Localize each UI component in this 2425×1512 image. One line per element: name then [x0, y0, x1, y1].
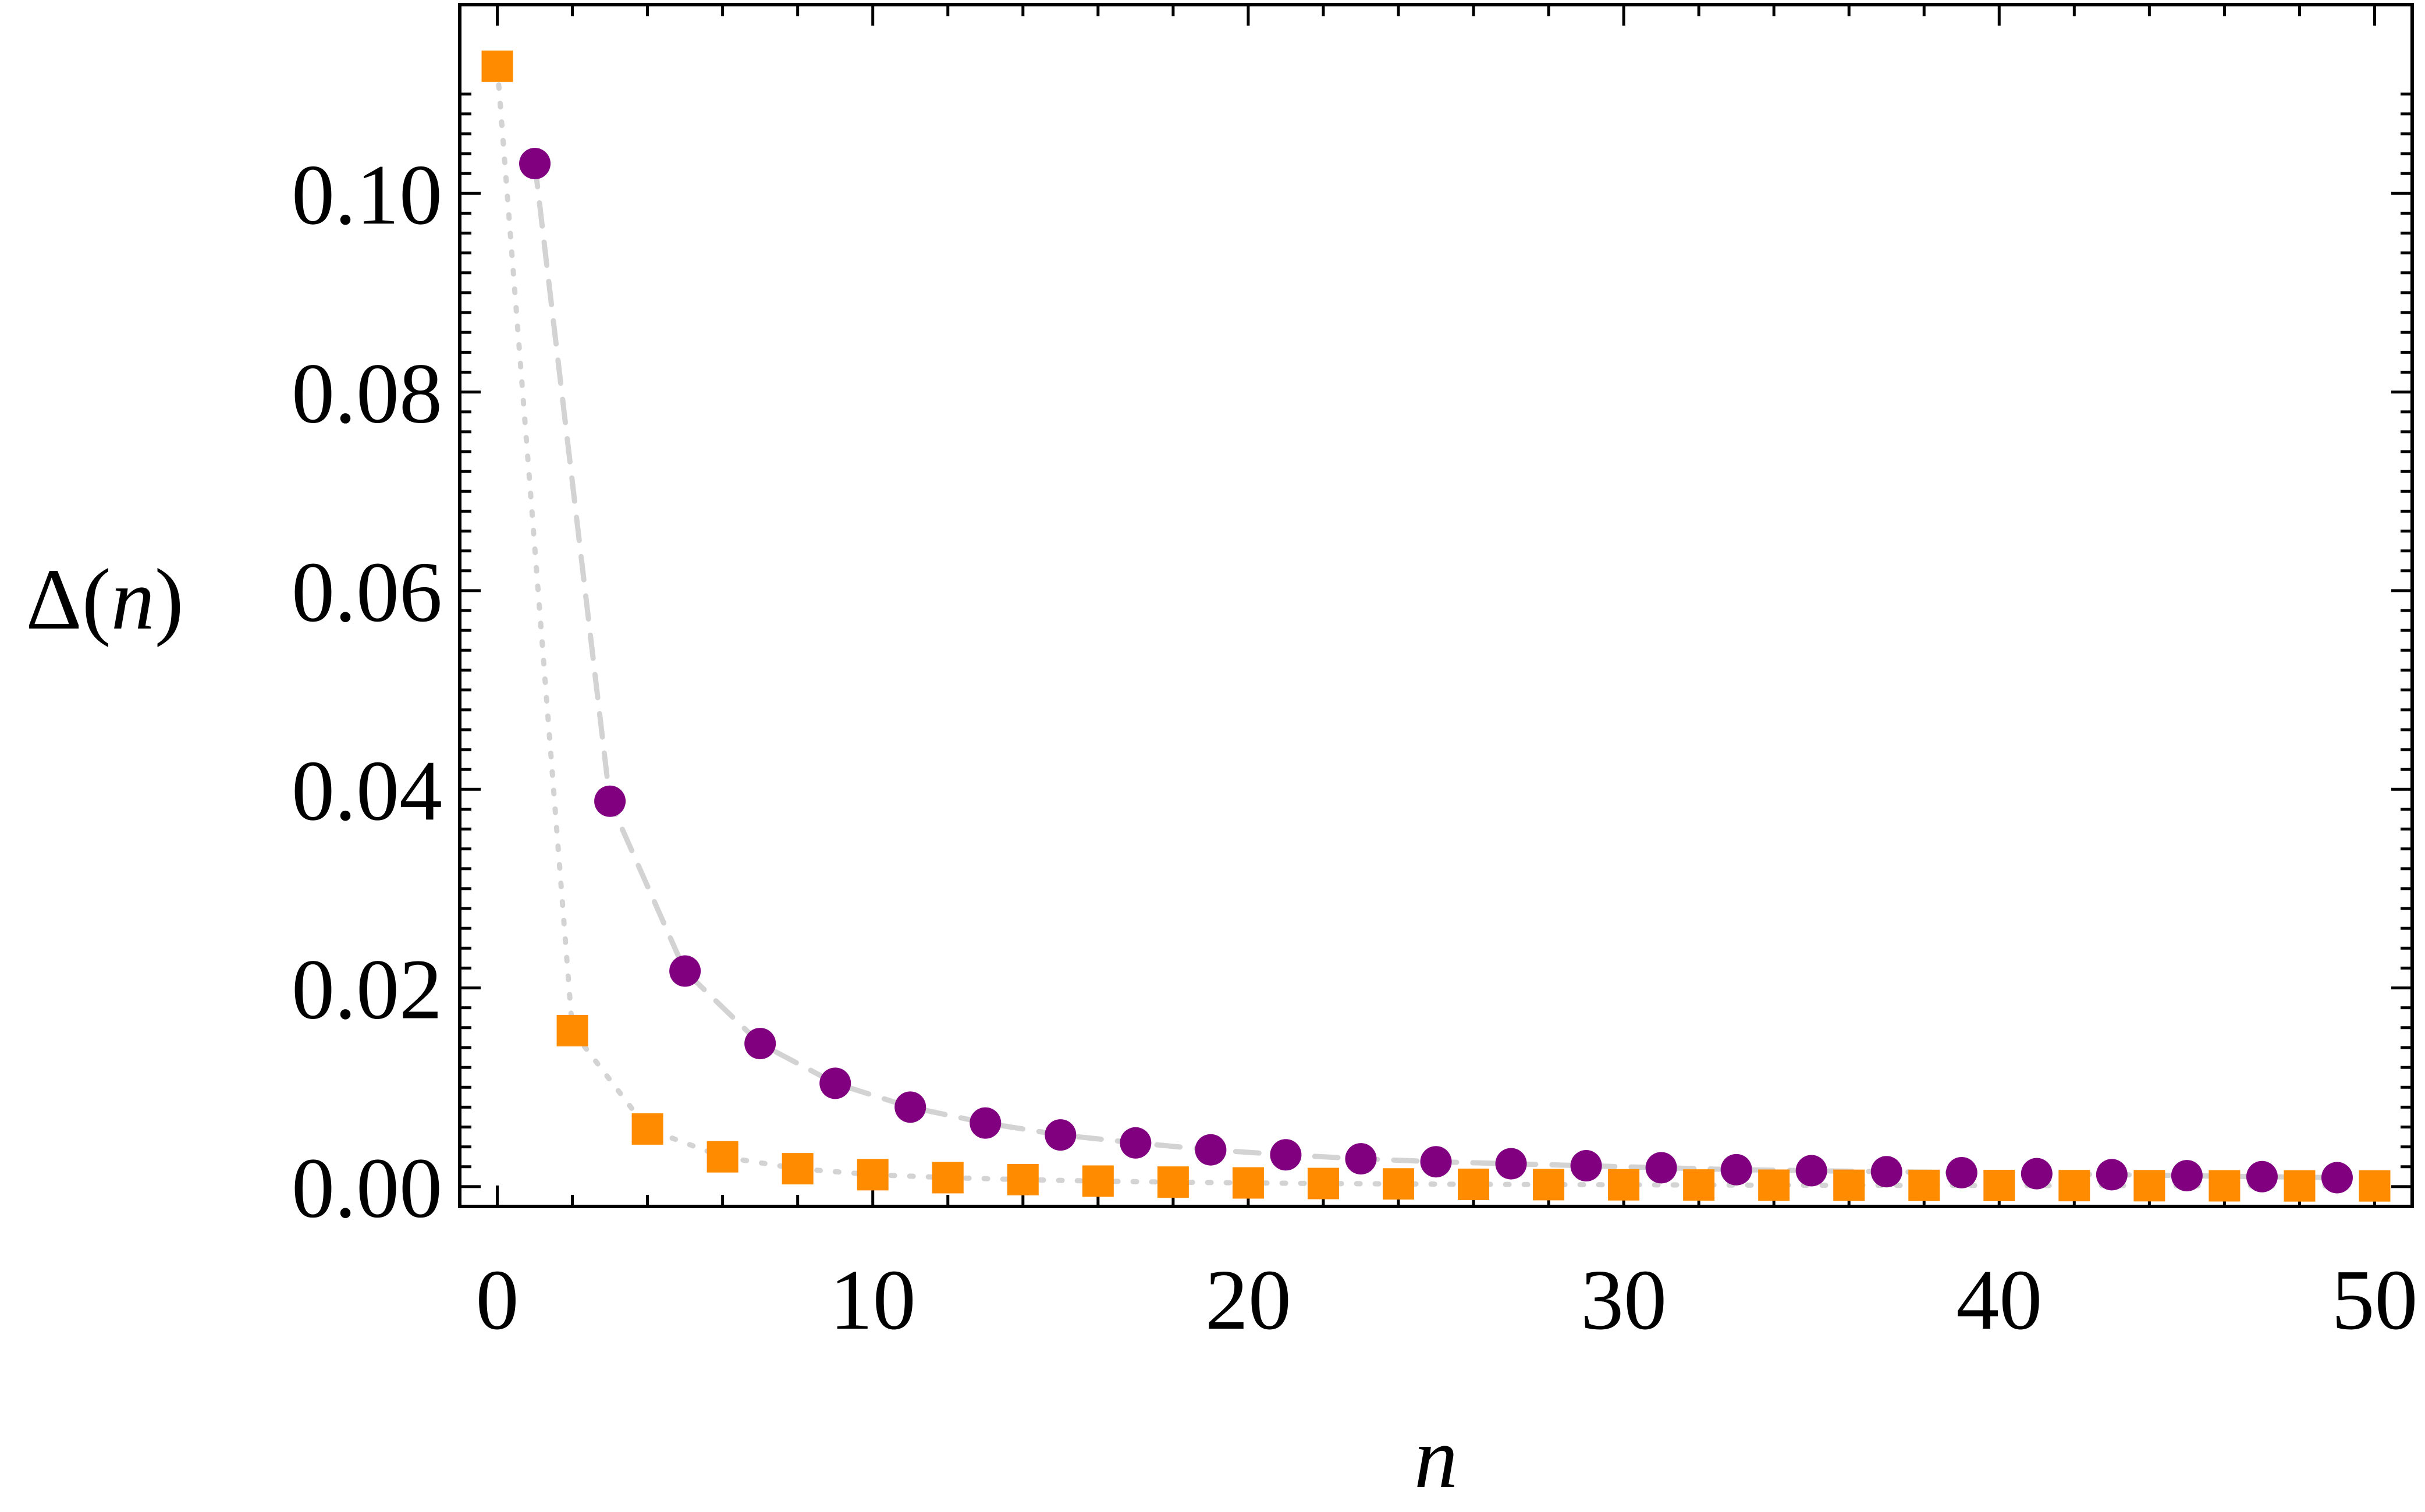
- data-point-square: [1082, 1165, 1114, 1197]
- x-tick-label: 10: [830, 1252, 916, 1348]
- data-point-circle: [2321, 1162, 2353, 1194]
- x-tick-label: 40: [1956, 1252, 2042, 1348]
- data-point-square: [1683, 1169, 1715, 1201]
- data-point-square: [1157, 1166, 1189, 1198]
- data-point-square: [2209, 1170, 2241, 1202]
- data-point-circle: [819, 1067, 851, 1099]
- x-tick-label: 50: [2331, 1252, 2417, 1348]
- data-point-square: [706, 1141, 738, 1173]
- data-point-square: [1983, 1169, 2015, 1201]
- y-tick-labels: 0.00 0.02 0.04 0.06 0.08 0.10: [292, 147, 442, 1236]
- y-tick-label: 0.04: [292, 743, 442, 839]
- data-point-square: [932, 1162, 964, 1194]
- y-tick-label: 0.06: [292, 545, 442, 640]
- data-point-square: [1758, 1169, 1790, 1201]
- data-point-square: [857, 1159, 889, 1191]
- x-axis-title: n: [1414, 1410, 1458, 1506]
- data-point-circle: [1045, 1119, 1077, 1151]
- data-point-circle: [1345, 1143, 1377, 1175]
- data-point-square: [481, 50, 513, 82]
- y-axis-title-suffix: ): [155, 551, 184, 648]
- data-point-square: [2058, 1170, 2090, 1202]
- data-point-circle: [2096, 1159, 2128, 1191]
- data-point-circle: [1870, 1156, 1902, 1188]
- series-marks: [481, 50, 2391, 1202]
- data-point-square: [1458, 1168, 1490, 1200]
- data-point-circle: [894, 1091, 926, 1123]
- data-point-square: [782, 1153, 814, 1185]
- data-point-circle: [1195, 1134, 1227, 1166]
- data-point-circle: [1795, 1155, 1827, 1187]
- data-point-circle: [669, 955, 701, 987]
- axis-ticks: [460, 5, 2412, 1206]
- x-tick-label: 30: [1581, 1252, 1667, 1348]
- data-point-circle: [970, 1107, 1002, 1139]
- x-tick-label: 20: [1205, 1252, 1291, 1348]
- data-point-circle: [594, 785, 626, 817]
- data-point-square: [1908, 1169, 1940, 1201]
- y-tick-label: 0.08: [292, 346, 442, 442]
- data-point-square: [2284, 1170, 2316, 1202]
- data-point-square: [631, 1113, 663, 1145]
- data-point-circle: [1645, 1152, 1677, 1184]
- x-tick-label: 0: [476, 1252, 519, 1348]
- data-point-square: [1833, 1169, 1865, 1201]
- plot-frame: [458, 3, 2414, 1208]
- data-point-circle: [2021, 1158, 2053, 1190]
- y-axis-title-var: n: [111, 551, 155, 648]
- data-point-circle: [744, 1028, 776, 1060]
- data-point-square: [2359, 1170, 2391, 1202]
- y-tick-label: 0.00: [292, 1141, 442, 1236]
- series-line-1: [495, 63, 2377, 1189]
- data-point-circle: [2246, 1160, 2278, 1192]
- y-tick-label: 0.02: [292, 942, 442, 1038]
- plot-border: [458, 3, 2414, 1208]
- data-point-circle: [1570, 1150, 1602, 1182]
- data-point-circle: [2171, 1160, 2203, 1192]
- data-point-square: [1307, 1167, 1339, 1199]
- y-tick-label: 0.10: [292, 147, 442, 243]
- data-point-square: [1382, 1168, 1414, 1200]
- data-point-circle: [1420, 1146, 1452, 1178]
- data-point-circle: [1270, 1139, 1302, 1171]
- data-point-circle: [1120, 1127, 1152, 1159]
- data-point-circle: [1945, 1156, 1977, 1188]
- data-point-square: [1533, 1169, 1565, 1201]
- data-point-square: [2133, 1170, 2165, 1202]
- series-lines: [495, 63, 2377, 1189]
- series-line-0: [532, 161, 2340, 1181]
- x-tick-labels: 0 10 20 30 40 50: [476, 1252, 2418, 1348]
- data-point-square: [1232, 1167, 1264, 1199]
- data-point-square: [1007, 1163, 1039, 1195]
- data-point-square: [1608, 1169, 1640, 1201]
- y-axis-title: Δ(n): [26, 551, 183, 648]
- data-point-circle: [519, 148, 551, 180]
- y-axis-title-prefix: Δ(: [26, 551, 111, 648]
- data-point-circle: [1720, 1153, 1752, 1186]
- data-point-square: [556, 1014, 588, 1046]
- data-point-circle: [1495, 1148, 1527, 1180]
